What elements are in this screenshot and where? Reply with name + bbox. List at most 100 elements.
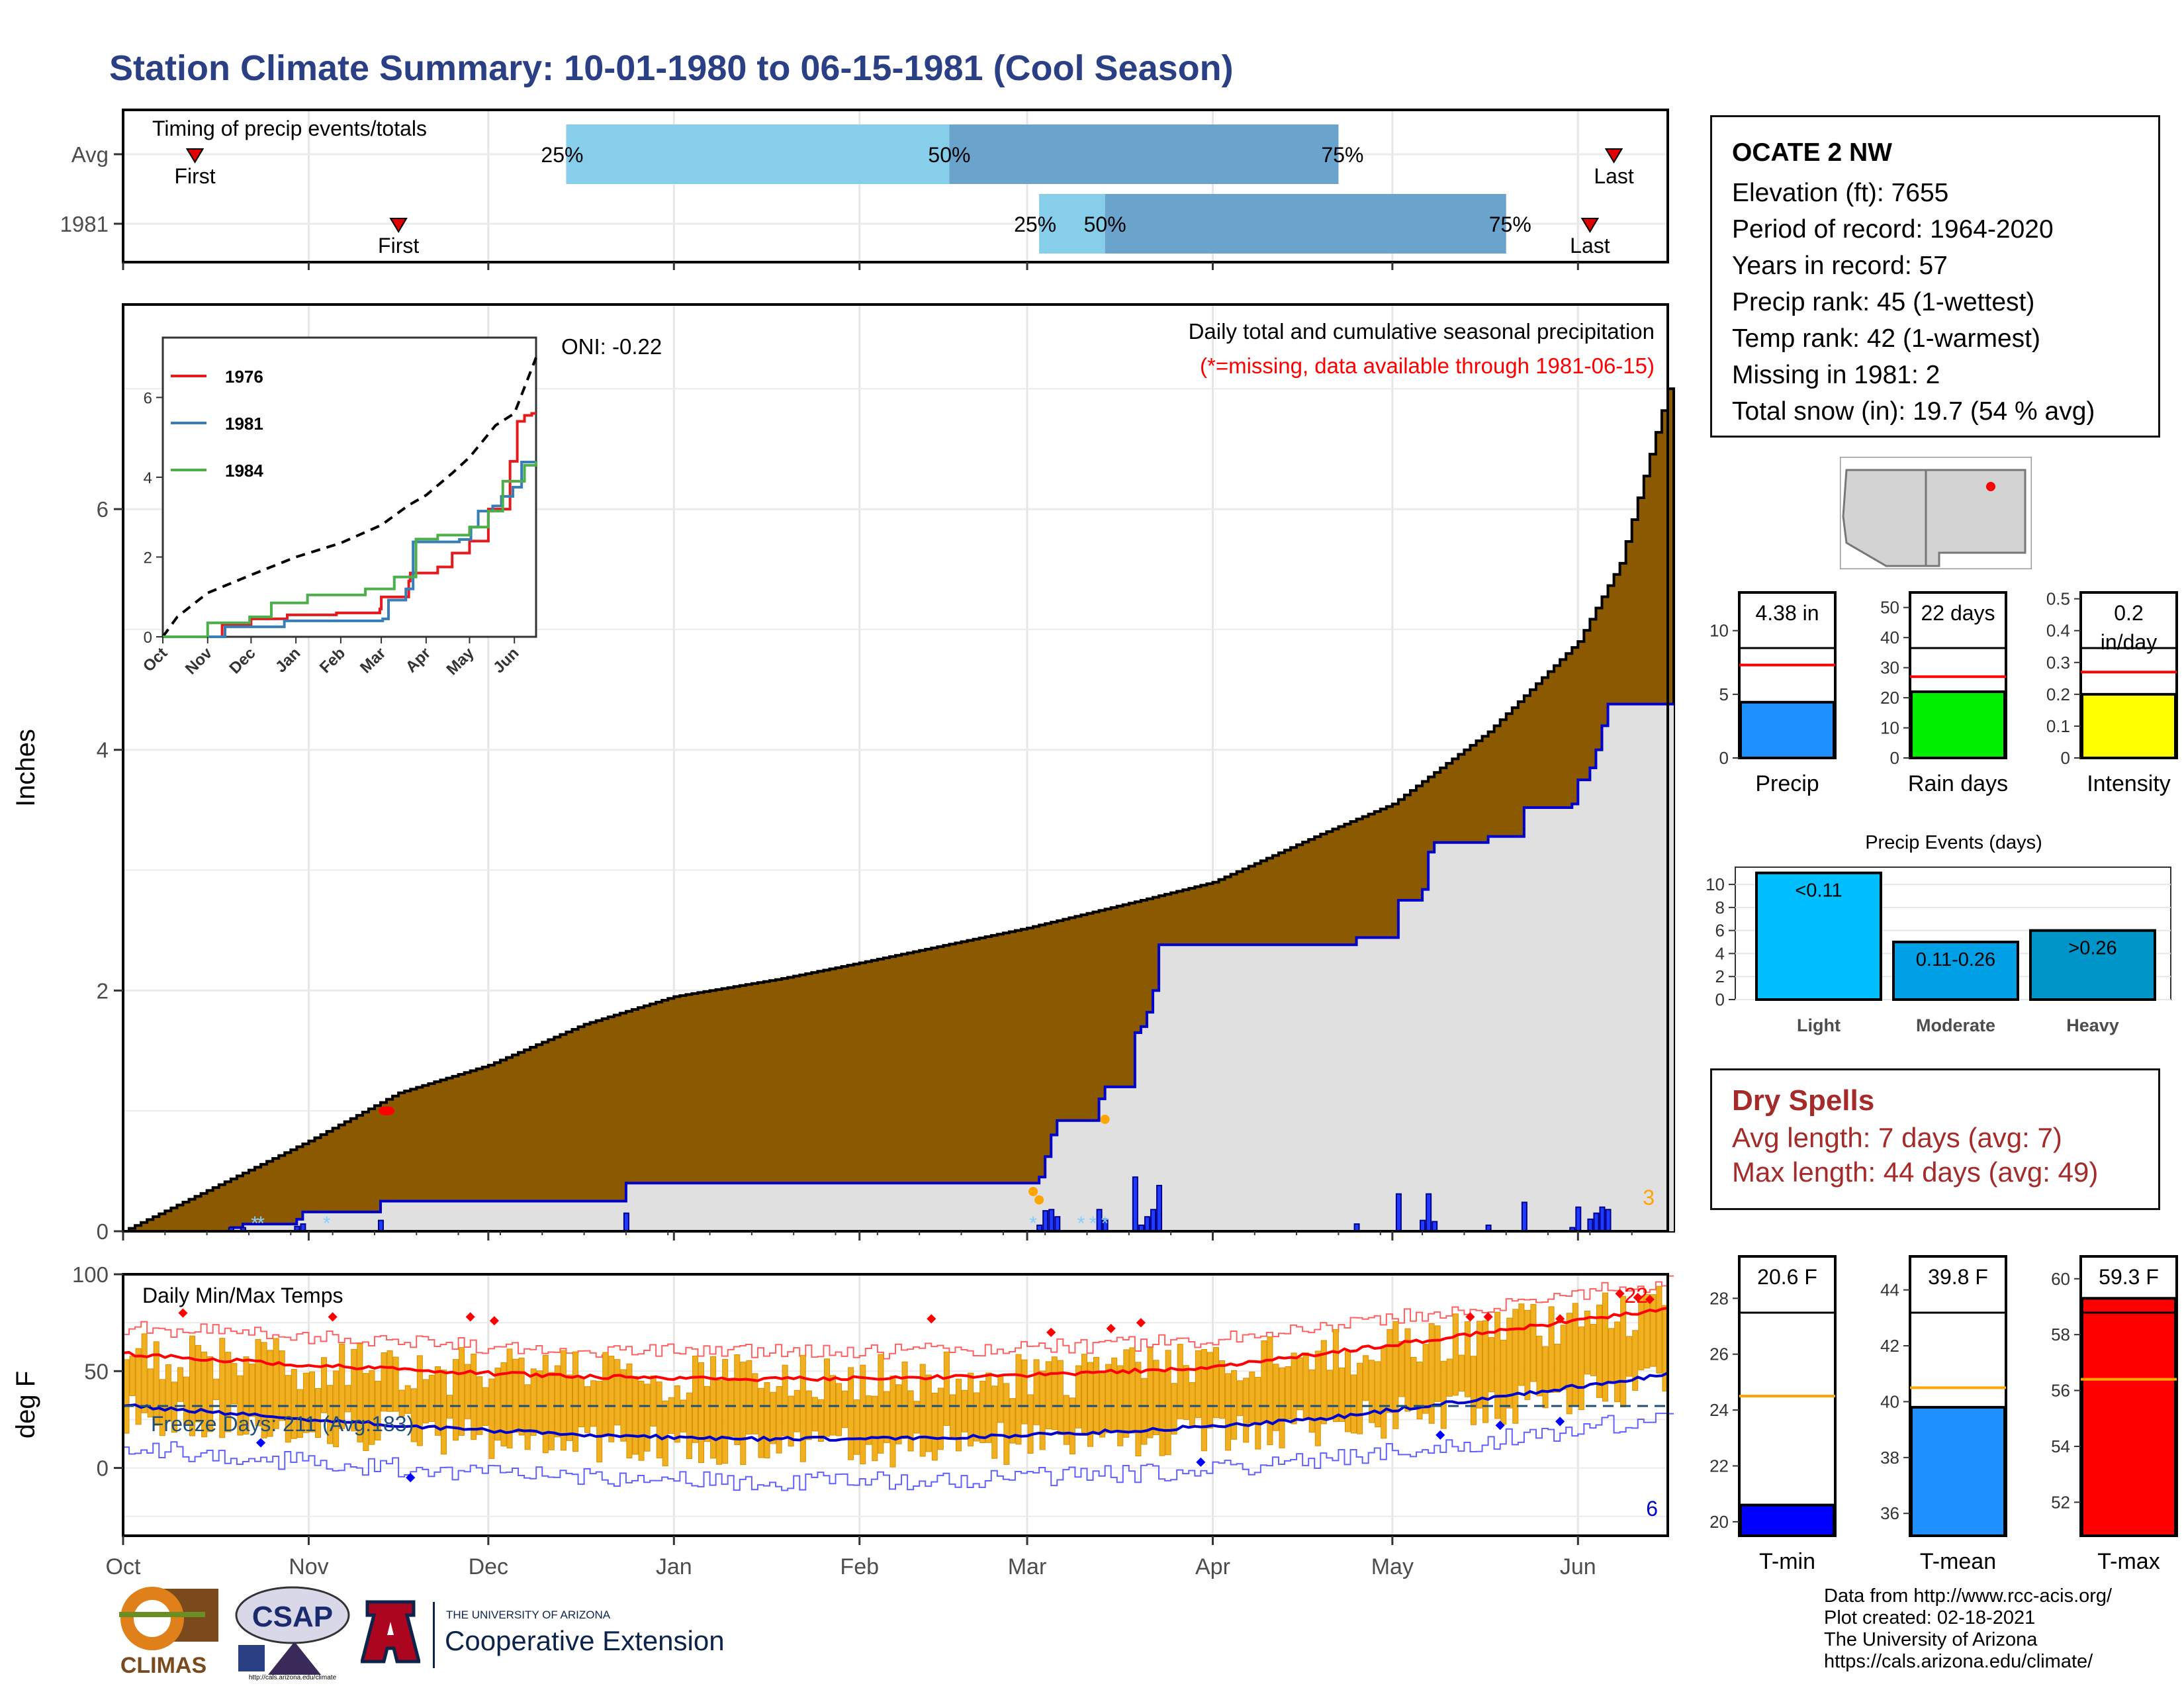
daily-temp-bar (255, 1338, 261, 1427)
timing-frame (122, 109, 1669, 263)
events-bar-label: 0.11-0.26 (1916, 949, 1995, 970)
daily-temp-bar (1231, 1370, 1238, 1440)
daily-temp-bar (644, 1383, 651, 1452)
daily-temp-bar (1506, 1317, 1513, 1409)
daily-temp-bar (488, 1378, 495, 1459)
snow-marker: * (1101, 1213, 1109, 1235)
y-tick-label: 4 (97, 738, 109, 763)
daily-temp-bar (273, 1338, 279, 1429)
daily-temp-bar (1375, 1361, 1381, 1428)
climas-logo-text: CLIMAS (120, 1653, 206, 1678)
station-temp-rank: Temp rank: 42 (1-warmest) (1732, 324, 2040, 353)
precip-note: Daily total and cumulative seasonal prec… (1189, 319, 1655, 344)
temp-panel-label: Daily Min/Max Temps (142, 1284, 343, 1307)
daily-temp-bar (1344, 1351, 1351, 1432)
daily-temp-bar (201, 1351, 208, 1438)
temp-summary-value-text: 20.6 F (1757, 1265, 1817, 1289)
inset-plot (161, 336, 537, 638)
timing-bar-50-75 (949, 124, 1339, 184)
timing-first-marker (389, 218, 408, 233)
daily-temp-bar (1279, 1367, 1285, 1448)
daily-temp-bar (1045, 1361, 1052, 1430)
daily-temp-bar (1434, 1325, 1441, 1402)
timing-p50-label: 50% (928, 143, 970, 167)
daily-precip-bar (1605, 1209, 1612, 1232)
daily-temp-bar (1219, 1360, 1226, 1419)
daily-temp-bar (1003, 1383, 1010, 1465)
dry-spells-box: Dry Spells Avg length: 7 days (avg: 7) M… (1710, 1068, 2160, 1210)
events-tick-label: 2 (1715, 966, 1725, 986)
daily-temp-bar (1087, 1362, 1094, 1447)
daily-temp-bar (518, 1357, 525, 1436)
daily-temp-bar (1177, 1344, 1183, 1419)
daily-temp-bar (1099, 1372, 1106, 1438)
daily-temp-bar (1596, 1304, 1602, 1398)
daily-temp-bar (327, 1385, 334, 1444)
summary-bar (1910, 690, 2006, 759)
daily-temp-bar (1524, 1309, 1531, 1400)
temp-summary-tick-label: 56 (2051, 1381, 2070, 1401)
daily-temp-bar (165, 1364, 171, 1422)
precip-plot-frame (122, 303, 1669, 1233)
precip-corner-count: 3 (1643, 1186, 1655, 1209)
temp-summary-tick-label: 36 (1880, 1503, 1899, 1523)
dry-spells-title: Dry Spells (1732, 1084, 1875, 1117)
daily-temp-bar (1021, 1359, 1028, 1425)
daily-temp-bar (872, 1395, 878, 1462)
daily-temp-bar (566, 1374, 572, 1441)
daily-temp-bar (1291, 1352, 1297, 1425)
daily-temp-bar (782, 1364, 788, 1436)
daily-temp-bar (1255, 1377, 1261, 1450)
daily-temp-bar (471, 1354, 477, 1440)
daily-precip-bar (623, 1212, 629, 1233)
timing-bar-25-50 (566, 124, 950, 184)
record-low-marker (255, 1438, 266, 1448)
daily-precip-bar (1156, 1184, 1163, 1232)
daily-temp-bar (901, 1361, 908, 1439)
dry-spells-avg-length: Avg length: 7 days (avg: 7) (1732, 1122, 2062, 1153)
summary-bar (1739, 700, 1835, 759)
ua-small-text: THE UNIVERSITY OF ARIZONA (446, 1609, 611, 1621)
summary-tick-label: 10 (1709, 621, 1729, 641)
daily-temp-bar (560, 1350, 567, 1451)
events-tick-label: 0 (1715, 990, 1725, 1009)
daily-temp-bar (183, 1376, 190, 1426)
daily-temp-bar (1051, 1356, 1058, 1430)
summary-tick-label: 0 (1719, 748, 1729, 768)
daily-temp-bar (1153, 1360, 1160, 1435)
daily-temp-bar (1482, 1320, 1489, 1423)
daily-temp-bar (1206, 1352, 1213, 1429)
daily-temp-bar (758, 1387, 764, 1458)
station-info-box: OCATE 2 NW Elevation (ft): 7655 Period o… (1710, 115, 2160, 438)
summary-tick-label: 0 (2061, 748, 2070, 768)
timing-row-label: Avg (71, 142, 109, 167)
daily-temp-bar (1015, 1354, 1022, 1445)
daily-temp-bar (1183, 1365, 1189, 1420)
daily-temp-bar (494, 1368, 501, 1441)
daily-temp-bar (799, 1354, 806, 1462)
daily-temp-bar (213, 1378, 220, 1401)
daily-temp-bar (296, 1389, 303, 1438)
daily-temp-bar (662, 1400, 668, 1466)
station-total-snow: Total snow (in): 19.7 (54 % avg) (1732, 397, 2095, 426)
daily-temp-bar (889, 1376, 896, 1468)
daily-precip-bar (1587, 1218, 1594, 1233)
daily-temp-bar (249, 1364, 255, 1417)
temp-summary-label: T-mean (1920, 1549, 1996, 1574)
daily-temp-bar (698, 1362, 705, 1464)
temp-x-tick-label: Nov (289, 1554, 328, 1579)
daily-temp-bar (261, 1342, 267, 1438)
daily-temp-bar (1404, 1328, 1411, 1412)
temp-summary-bars: 20.6 F 20 22 24 26 28 T-min 39.8 F 36 38 40 42 44 T-m… (1709, 1255, 2178, 1574)
daily-temp-bar (129, 1356, 136, 1396)
temp-y-tick-label: 0 (97, 1456, 109, 1481)
daily-temp-bar (1632, 1330, 1639, 1391)
snow-marker: * (323, 1213, 331, 1235)
daily-temp-bar (1369, 1360, 1375, 1423)
daily-temp-bar (267, 1350, 273, 1437)
station-period: Period of record: 1964-2020 (1732, 215, 2054, 244)
daily-precip-bar (1144, 1216, 1150, 1232)
temp-x-tick-label: Mar (1008, 1554, 1047, 1579)
summary-tick-label: 0.1 (2046, 716, 2070, 736)
daily-temp-bar (530, 1368, 537, 1436)
